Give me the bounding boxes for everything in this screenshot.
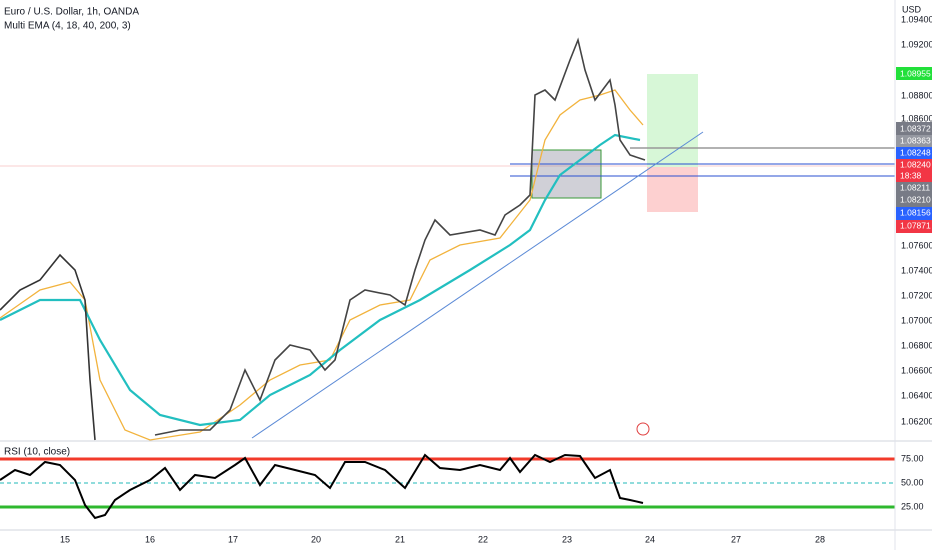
price-label: 1.06400 xyxy=(901,390,932,400)
tag-bg xyxy=(896,122,932,135)
symbol-title: Euro / U.S. Dollar, 1h, OANDA xyxy=(4,7,139,18)
loss-zone xyxy=(647,167,698,212)
tag-bg xyxy=(896,220,932,233)
price-label: 1.06200 xyxy=(901,416,932,426)
tag-bg xyxy=(896,67,932,80)
tag-bg xyxy=(896,147,932,160)
currency: USD xyxy=(902,4,922,14)
time-label: 16 xyxy=(145,534,155,544)
time-label: 15 xyxy=(60,534,70,544)
price-label: 1.09200 xyxy=(901,39,932,49)
countdown: 18:38 xyxy=(900,170,922,180)
price-label: 1.07600 xyxy=(901,240,932,250)
rsi-line xyxy=(0,453,644,520)
price-path xyxy=(0,253,96,441)
time-label: 20 xyxy=(311,534,321,544)
time-label: 21 xyxy=(395,534,405,544)
price-label: 1.09400 xyxy=(901,14,932,24)
price-label: 1.06800 xyxy=(901,340,932,350)
rsi-level: 75.00 xyxy=(901,453,924,463)
price-tag: 1.08363 xyxy=(900,135,931,145)
price-label: 1.06600 xyxy=(901,365,932,375)
price-tag: 1.07871 xyxy=(900,220,931,230)
price-label: 1.07000 xyxy=(901,315,932,325)
price-label: 1.07200 xyxy=(901,290,932,300)
rsi-level: 25.00 xyxy=(901,501,924,511)
time-label: 28 xyxy=(815,534,825,544)
time-label: 27 xyxy=(731,534,741,544)
time-label: 23 xyxy=(562,534,572,544)
time-label: 24 xyxy=(645,534,655,544)
price-tag: 1.08372 xyxy=(900,123,931,133)
price-tag: 1.08211 xyxy=(900,182,930,192)
tag-bg xyxy=(896,207,932,220)
price-tag: 1.08240 xyxy=(900,159,931,169)
price-label: 1.07400 xyxy=(901,265,932,275)
price-tag: 1.08955 xyxy=(900,68,931,78)
rsi-level: 50.00 xyxy=(901,477,924,487)
price-tag: 1.08156 xyxy=(900,207,931,217)
tag-bg xyxy=(896,182,932,195)
profit-zone xyxy=(647,74,698,167)
time-label: 22 xyxy=(478,534,488,544)
tag-bg xyxy=(896,194,932,207)
ema-fast xyxy=(0,89,644,441)
time-label: 17 xyxy=(228,534,238,544)
price-tag: 1.08248 xyxy=(900,147,931,157)
ema-slow xyxy=(0,133,641,427)
indicator-title: Multi EMA (4, 18, 40, 200, 3) xyxy=(4,21,131,32)
event-icon xyxy=(636,422,650,436)
price-label: 1.08600 xyxy=(901,113,932,123)
rsi-title: RSI (10, close) xyxy=(4,447,70,458)
range-box xyxy=(531,149,602,199)
price-label: 1.08800 xyxy=(901,90,932,100)
tag-bg xyxy=(896,135,932,148)
price-path xyxy=(154,37,646,436)
trend-line xyxy=(251,131,704,439)
tag-bg xyxy=(896,159,932,183)
price-tag: 1.08210 xyxy=(900,194,931,204)
